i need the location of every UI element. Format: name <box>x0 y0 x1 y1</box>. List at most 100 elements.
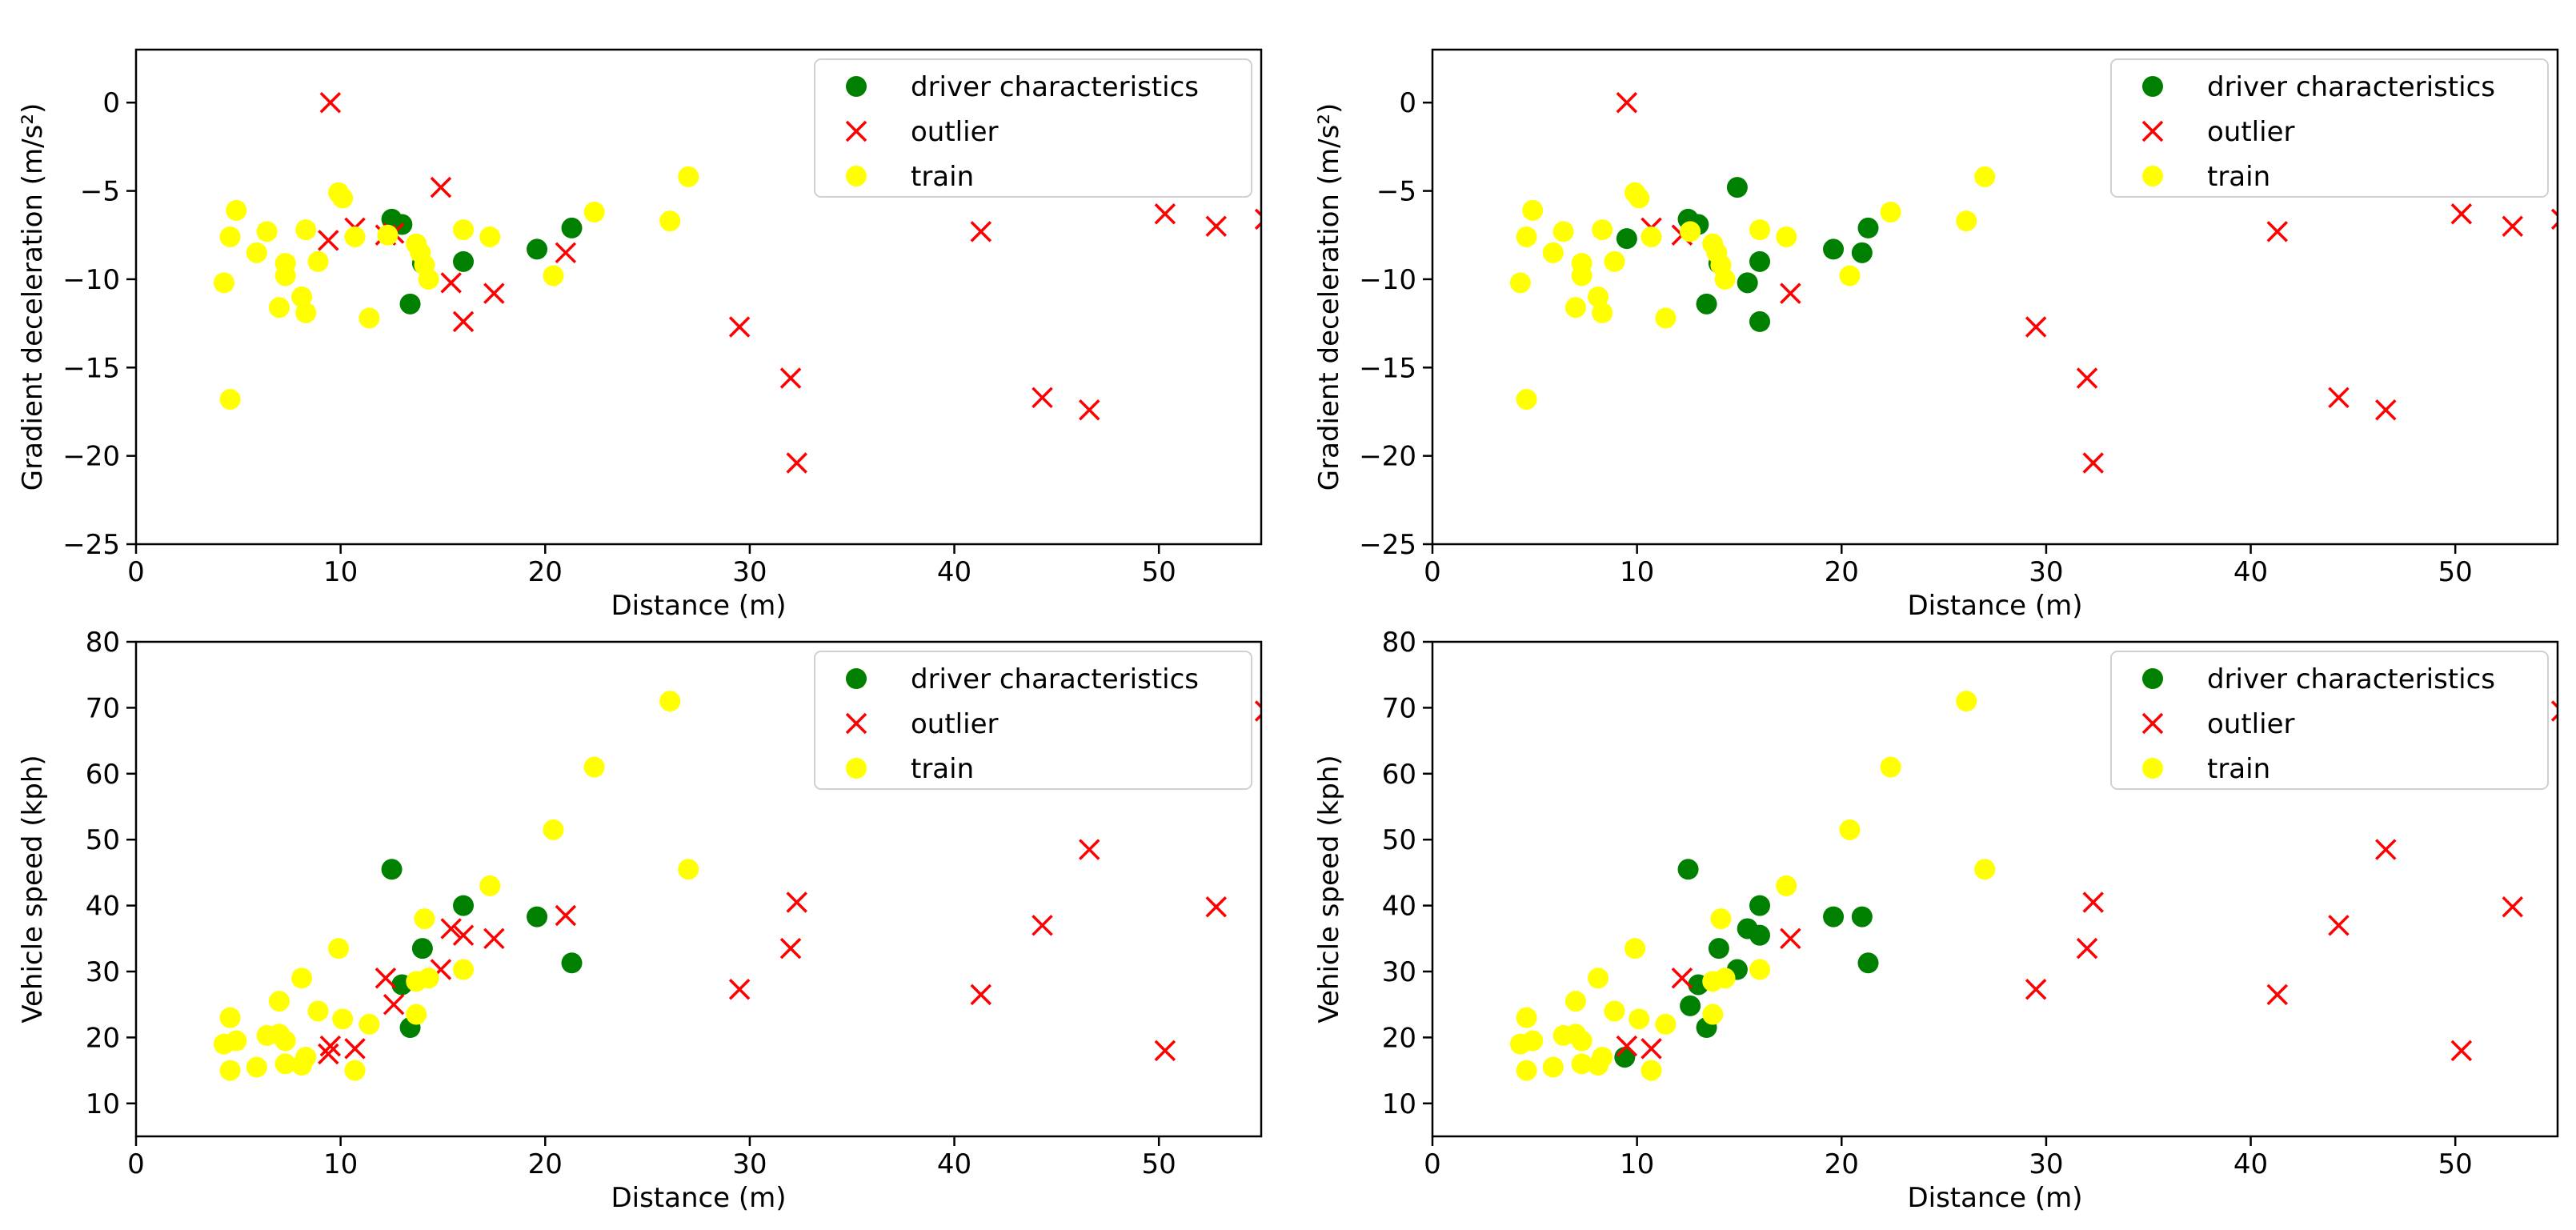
point-train <box>1776 875 1797 896</box>
point-driver-characteristics <box>1823 906 1845 928</box>
x-tick-label: 30 <box>732 556 767 588</box>
x-tick-label: 50 <box>1142 556 1176 588</box>
point-train <box>1542 1056 1564 1078</box>
point-train <box>1714 968 1736 989</box>
point-outlier <box>375 968 397 989</box>
axes-frame <box>134 640 1263 1138</box>
x-tick-label: 10 <box>323 1148 358 1180</box>
point-outlier <box>1079 839 1100 860</box>
point-train <box>332 187 354 209</box>
x-tick-label: 30 <box>2029 556 2063 588</box>
point-outlier <box>786 452 807 474</box>
point-train <box>479 226 501 247</box>
point-train <box>1702 1004 1724 1025</box>
y-tick-label: −5 <box>80 176 120 208</box>
point-outlier <box>319 91 342 114</box>
point-driver-characteristics <box>1749 895 1771 916</box>
y-axis-label: Vehicle speed (kph) <box>17 755 49 1023</box>
point-driver-characteristics <box>1851 906 1873 928</box>
point-outlier <box>2328 915 2350 936</box>
point-train <box>1641 226 1662 247</box>
point-train <box>583 202 605 223</box>
point-outlier <box>2076 367 2098 389</box>
point-train <box>1629 1008 1650 1030</box>
x-tick-label: 20 <box>528 556 563 588</box>
y-tick-label: 50 <box>1382 824 1416 856</box>
legend-label-driver-characteristics: driver characteristics <box>2207 71 2495 103</box>
axes-frame <box>1431 640 2559 1138</box>
x-tick-label: 0 <box>1424 556 1441 588</box>
point-outlier <box>2082 891 2104 913</box>
y-tick-label: 50 <box>86 824 120 856</box>
legend-marker-driver-characteristics <box>2142 76 2163 97</box>
point-train <box>1542 242 1564 263</box>
point-driver-characteristics <box>1749 311 1771 332</box>
point-train <box>1880 202 1901 223</box>
point-train <box>307 250 329 272</box>
point-outlier <box>1616 1035 1638 1057</box>
y-axis-label: Gradient deceleration (m/s²) <box>1313 103 1345 491</box>
point-train <box>678 166 699 187</box>
point-outlier <box>2025 316 2047 338</box>
point-outlier <box>1780 282 1801 304</box>
point-driver-characteristics <box>1726 177 1748 198</box>
y-tick-label: 0 <box>102 87 120 119</box>
point-outlier <box>452 311 475 333</box>
point-train <box>1571 1053 1592 1075</box>
legend-marker-outlier <box>845 712 867 735</box>
point-train <box>1680 221 1701 242</box>
chart-panel-top-left: 0 10 20 30 40 50 0 −5 −10 −15 −20 −25 Distance (m) Gr… <box>17 48 1263 622</box>
point-train <box>219 389 241 411</box>
legend-marker-train <box>846 166 867 186</box>
point-train <box>295 1047 317 1068</box>
x-tick-label: 50 <box>2438 556 2473 588</box>
legend: driver characteristics outlier train <box>814 58 1252 198</box>
y-tick-label: 10 <box>86 1088 120 1120</box>
legend-label-train: train <box>2207 161 2270 193</box>
point-train <box>1880 756 1901 778</box>
x-tick-label: 30 <box>732 1148 767 1180</box>
point-train <box>1655 1013 1677 1035</box>
point-train <box>291 286 313 307</box>
point-train <box>1564 297 1586 319</box>
point-train <box>1592 1047 1613 1068</box>
point-train <box>274 253 296 274</box>
x-tick-label: 40 <box>2233 556 2268 588</box>
x-tick-label: 20 <box>1825 1148 1859 1180</box>
point-train <box>1588 968 1609 989</box>
y-tick-label: −10 <box>62 264 120 296</box>
point-train <box>1749 959 1771 980</box>
point-outlier <box>2076 937 2098 960</box>
point-train <box>274 1053 296 1075</box>
legend-label-driver-characteristics: driver characteristics <box>911 663 1199 695</box>
point-train <box>1641 1060 1662 1081</box>
point-outlier <box>786 891 807 913</box>
point-train <box>344 1060 366 1081</box>
data-layer <box>1509 91 2558 474</box>
point-train <box>1516 1060 1537 1081</box>
legend-box <box>2110 651 2549 790</box>
point-driver-characteristics <box>1857 217 1879 238</box>
point-driver-characteristics <box>527 238 548 260</box>
point-train <box>256 221 278 242</box>
point-driver-characteristics <box>1680 995 1701 1016</box>
point-outlier <box>430 176 452 198</box>
point-outlier <box>1079 399 1100 421</box>
point-outlier <box>1671 968 1693 989</box>
point-driver-characteristics <box>1696 293 1717 315</box>
point-train <box>268 297 290 319</box>
x-tick-label: 50 <box>1142 1148 1176 1180</box>
legend: driver characteristics outlier train <box>814 651 1252 790</box>
point-driver-characteristics <box>1851 242 1873 263</box>
point-outlier <box>2502 215 2523 237</box>
point-train <box>406 1004 427 1025</box>
point-train <box>418 268 439 290</box>
point-train <box>377 224 399 246</box>
point-train <box>1625 938 1646 960</box>
legend-box <box>814 58 1252 198</box>
point-outlier <box>483 282 505 304</box>
y-tick-label: −15 <box>62 352 120 384</box>
point-outlier <box>1032 915 1053 936</box>
